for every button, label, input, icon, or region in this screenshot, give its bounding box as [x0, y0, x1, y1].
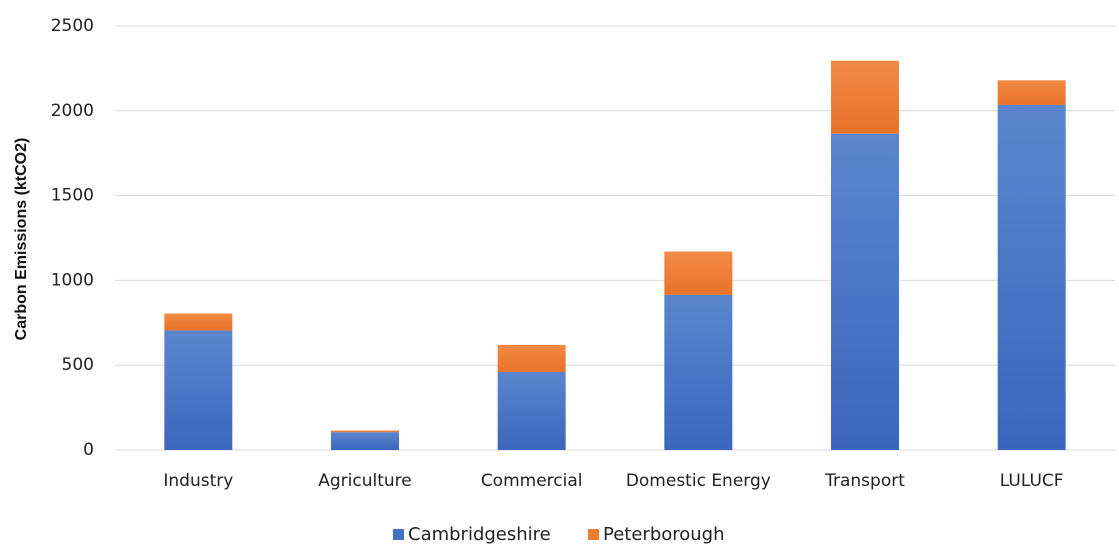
bar-cambridgeshire-agriculture [331, 432, 399, 450]
bar-cambridgeshire-domestic-energy [664, 294, 733, 450]
x-tick-label: LULUCF [1000, 471, 1064, 491]
y-tick-label: 1500 [51, 186, 94, 206]
bar-cambridgeshire-transport [831, 133, 899, 451]
legend-swatch-peterborough [588, 529, 599, 540]
bar-cambridgeshire-industry [164, 330, 233, 450]
y-tick-label: 2500 [51, 16, 94, 36]
y-tick-label: 0 [83, 440, 94, 460]
bar-peterborough-transport [831, 60, 899, 134]
legend-label-cambridgeshire: Cambridgeshire [408, 524, 551, 544]
bar-cambridgeshire-commercial [497, 371, 566, 450]
x-tick-label: Commercial [481, 471, 583, 491]
bar-peterborough-agriculture [331, 430, 399, 433]
bar-peterborough-domestic-energy [664, 251, 733, 295]
y-tick-label: 1000 [51, 270, 94, 290]
bars [164, 60, 1066, 451]
y-axis-ticks: 0 500 1000 1500 2000 2500 [51, 16, 94, 460]
gridlines [115, 25, 1115, 451]
x-tick-label: Transport [824, 471, 905, 491]
y-tick-label: 2000 [51, 101, 94, 121]
legend-swatch-cambridgeshire [393, 529, 404, 540]
bar-peterborough-industry [164, 313, 233, 331]
y-axis-label: Carbon Emissions (ktCO2) [13, 138, 30, 341]
legend-label-peterborough: Peterborough [603, 524, 725, 544]
legend: Cambridgeshire Peterborough [393, 524, 725, 544]
bar-peterborough-commercial [497, 344, 566, 372]
bar-cambridgeshire-lulucf [997, 104, 1066, 450]
x-axis-ticks: Industry Agriculture Commercial Domestic En… [163, 471, 1063, 491]
bar-peterborough-lulucf [997, 80, 1066, 105]
x-tick-label: Domestic Energy [626, 471, 771, 491]
y-tick-label: 500 [62, 355, 94, 375]
x-tick-label: Industry [163, 471, 233, 491]
x-tick-label: Agriculture [318, 471, 412, 491]
